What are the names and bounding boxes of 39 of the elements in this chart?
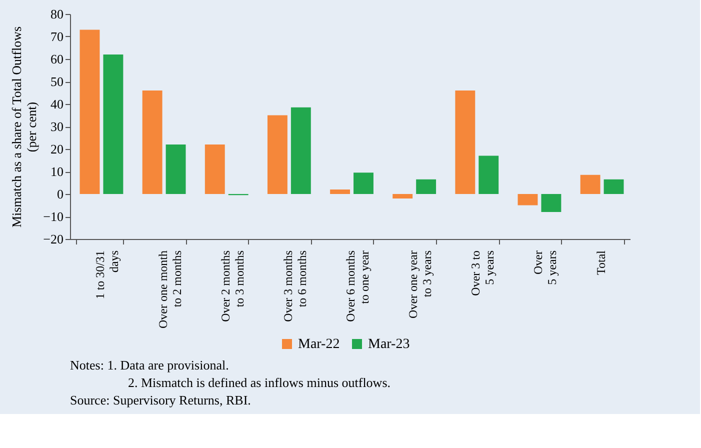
legend-label: Mar-23 <box>368 337 410 352</box>
y-tick-label: −20 <box>43 232 64 246</box>
bar <box>541 194 562 212</box>
bar <box>354 172 374 194</box>
bar <box>478 156 499 194</box>
bar <box>518 194 538 206</box>
y-tick-label: 80 <box>50 6 64 22</box>
legend-label: Mar-22 <box>298 337 340 352</box>
y-tick-label: 70 <box>50 29 64 44</box>
bar <box>416 179 436 194</box>
y-tick-label: 0 <box>57 186 64 202</box>
bar <box>455 90 476 194</box>
x-tick-label: Over one year to 3 years <box>406 250 434 318</box>
text: 2. Mismatch is defined as inflows minus outflows. <box>128 375 391 390</box>
y-tick-label: 60 <box>50 52 64 66</box>
bar <box>267 115 288 194</box>
bar <box>392 194 413 198</box>
x-tick-label: Total <box>594 250 608 275</box>
bar <box>80 30 100 194</box>
y-tick-label: −10 <box>43 209 64 224</box>
bar <box>103 54 124 194</box>
y-tick-label: 40 <box>50 96 64 112</box>
y-tick-label: 50 <box>50 74 64 89</box>
bar <box>142 90 162 194</box>
text: Notes: 1. Data are provisional. <box>70 358 229 373</box>
x-tick-label: Over 3 to 5 years <box>468 250 497 296</box>
bar <box>166 144 186 194</box>
y-tick-label: 30 <box>50 119 64 134</box>
y-axis-title: Mismatch as a share of Total Outflows (per cent) <box>9 26 40 228</box>
bar <box>330 190 350 194</box>
source-note: Source: Supervisory Returns, RBI. <box>70 392 251 408</box>
bar <box>580 174 600 194</box>
y-tick-label: 10 <box>50 164 64 179</box>
x-tick-label: Over 5 years <box>531 250 560 285</box>
x-tick-label: 1 to 30/31 days <box>93 250 122 300</box>
bar <box>604 179 624 194</box>
y-tick-label: 20 <box>50 142 64 156</box>
bar <box>290 107 311 194</box>
bar <box>204 144 225 194</box>
